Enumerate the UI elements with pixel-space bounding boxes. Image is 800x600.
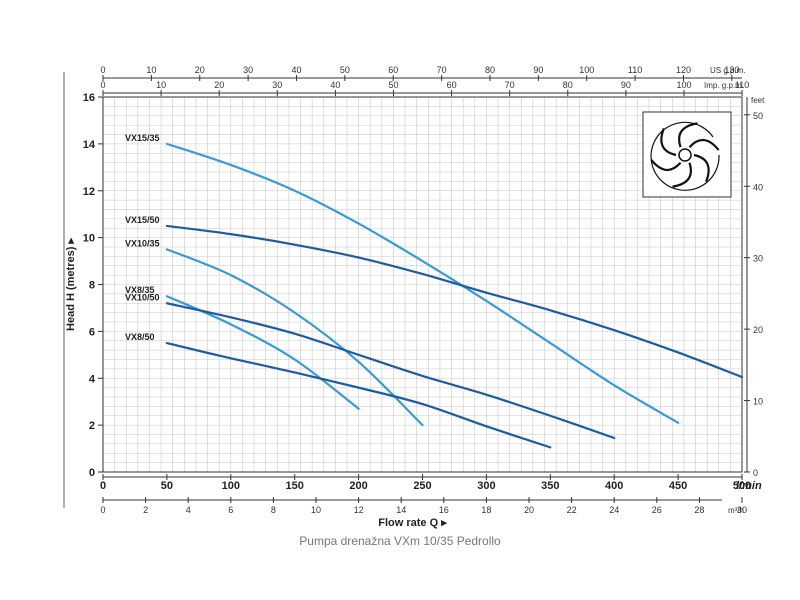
x-tick-label: 450 <box>669 480 687 492</box>
us-gpm-unit-label: US g.p.m. <box>710 66 746 75</box>
us-gpm-tick-label: 60 <box>388 65 398 75</box>
feet-tick-label: 0 <box>753 468 758 478</box>
series-label-vx15-50: VX15/50 <box>125 215 160 225</box>
series-line-vx15-50 <box>165 224 744 379</box>
imp-gpm-tick-label: 10 <box>156 80 166 90</box>
us-gpm-tick-label: 0 <box>100 65 105 75</box>
chart-caption: Pumpa drenažna VXm 10/35 Pedrollo <box>299 534 501 548</box>
m3h-tick-label: 4 <box>186 505 191 515</box>
series-line-vx10-35 <box>165 248 424 427</box>
imp-gpm-tick-label: 0 <box>100 80 105 90</box>
us-gpm-tick-label: 50 <box>340 65 350 75</box>
imp-gpm-tick-label: 30 <box>272 80 282 90</box>
feet-tick-label: 50 <box>753 111 763 121</box>
m3h-tick-label: 26 <box>652 505 662 515</box>
imp-gpm-tick-label: 80 <box>563 80 573 90</box>
us-gpm-tick-label: 10 <box>146 65 156 75</box>
m3h-tick-label: 8 <box>271 505 276 515</box>
m3h-tick-label: 30 <box>737 505 747 515</box>
y-tick-label: 8 <box>89 280 95 292</box>
m3h-unit-label: m³/h <box>728 506 744 515</box>
imp-gpm-tick-label: 20 <box>214 80 224 90</box>
imp-gpm-unit-label: Imp. g.p.m. <box>704 81 744 90</box>
us-gpm-tick-label: 100 <box>579 65 594 75</box>
x-tick-label: 500 <box>733 480 751 492</box>
y-tick-label: 16 <box>83 92 95 104</box>
x-tick-label: 300 <box>477 480 495 492</box>
series-line-vx8-50 <box>165 341 552 449</box>
y-tick-label: 12 <box>83 186 95 198</box>
series-label-vx10-35: VX10/35 <box>125 238 160 248</box>
impeller-vane <box>650 159 682 172</box>
y-tick-label: 2 <box>89 420 95 432</box>
feet-tick-label: 20 <box>753 325 763 335</box>
series-line-vx15-35 <box>165 142 680 424</box>
feet-unit-label: feet <box>751 96 765 105</box>
imp-gpm-tick-label: 70 <box>505 80 515 90</box>
impeller-vane <box>660 127 677 157</box>
impeller-volute <box>650 121 720 191</box>
series-line-vx10-50 <box>165 302 616 440</box>
imp-gpm-tick-label: 110 <box>735 80 749 90</box>
x-tick-label: 400 <box>605 480 623 492</box>
us-gpm-tick-label: 20 <box>195 65 205 75</box>
feet-tick-label: 40 <box>753 182 763 192</box>
us-gpm-tick-label: 120 <box>676 65 691 75</box>
us-gpm-tick-label: 110 <box>628 65 642 75</box>
imp-gpm-tick-label: 90 <box>621 80 631 90</box>
us-gpm-tick-label: 70 <box>437 65 447 75</box>
x-unit-label: l/min <box>736 480 762 492</box>
feet-tick-label: 10 <box>753 397 763 407</box>
x-tick-label: 0 <box>100 480 106 492</box>
x-tick-label: 150 <box>286 480 304 492</box>
m3h-tick-label: 12 <box>354 505 364 515</box>
y-axis-title: Head H (metres) ▸ <box>65 238 77 331</box>
m3h-tick-label: 28 <box>694 505 704 515</box>
y-tick-label: 6 <box>89 326 95 338</box>
x-tick-label: 250 <box>413 480 431 492</box>
imp-gpm-tick-label: 60 <box>447 80 457 90</box>
x-tick-label: 100 <box>222 480 240 492</box>
x-axis-title: Flow rate Q ▸ <box>378 517 447 529</box>
series-line-vx8-35 <box>165 295 360 410</box>
impeller-vane <box>693 153 710 183</box>
m3h-tick-label: 16 <box>439 505 449 515</box>
m3h-tick-label: 18 <box>481 505 491 515</box>
x-tick-label: 50 <box>161 480 173 492</box>
m3h-tick-label: 14 <box>396 505 406 515</box>
impeller-vane <box>678 122 698 148</box>
x-tick-label: 200 <box>349 480 367 492</box>
series-label-vx10-50: VX10/50 <box>125 292 160 302</box>
m3h-tick-label: 24 <box>609 505 619 515</box>
y-tick-label: 10 <box>83 233 95 245</box>
m3h-tick-label: 10 <box>311 505 321 515</box>
us-gpm-tick-label: 90 <box>533 65 543 75</box>
x-tick-label: 350 <box>541 480 559 492</box>
y-tick-label: 4 <box>89 373 96 385</box>
imp-gpm-tick-label: 40 <box>330 80 340 90</box>
impeller-hub <box>678 148 692 162</box>
y-tick-label: 14 <box>83 139 96 151</box>
us-gpm-tick-label: 130 <box>724 65 739 75</box>
m3h-tick-label: 6 <box>228 505 233 515</box>
m3h-tick-label: 0 <box>100 505 105 515</box>
us-gpm-tick-label: 30 <box>243 65 253 75</box>
impeller-inset-frame <box>642 111 732 198</box>
series-label-vx8-35: VX8/35 <box>125 285 155 295</box>
us-gpm-tick-label: 40 <box>291 65 301 75</box>
feet-tick-label: 30 <box>753 254 763 264</box>
series-label-vx8-50: VX8/50 <box>125 332 155 342</box>
m3h-tick-label: 22 <box>567 505 577 515</box>
us-gpm-tick-label: 80 <box>485 65 495 75</box>
impeller-vane <box>672 162 692 188</box>
m3h-tick-label: 2 <box>143 505 148 515</box>
m3h-tick-label: 20 <box>524 505 534 515</box>
imp-gpm-tick-label: 50 <box>388 80 398 90</box>
y-tick-label: 0 <box>89 467 95 479</box>
imp-gpm-tick-label: 100 <box>676 80 691 90</box>
impeller-vane <box>688 138 720 151</box>
series-label-vx15-35: VX15/35 <box>125 133 160 143</box>
